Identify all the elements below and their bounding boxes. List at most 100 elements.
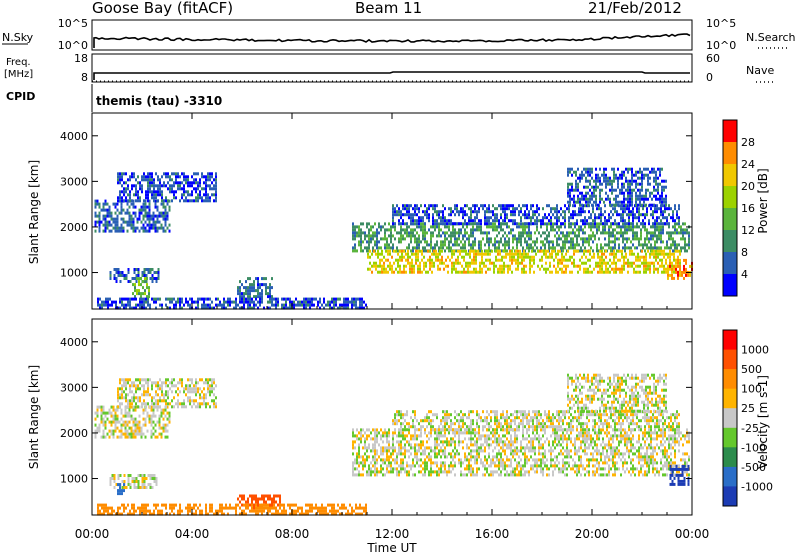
heatmap-cell	[162, 417, 165, 421]
heatmap-cell	[329, 306, 331, 310]
heatmap-cell	[574, 246, 576, 250]
heatmap-cell	[193, 187, 195, 191]
heatmap-cell	[148, 208, 151, 212]
heatmap-cell	[617, 249, 619, 253]
heatmap-cell	[277, 503, 279, 507]
heatmap-cell	[247, 295, 249, 299]
heatmap-cell	[595, 200, 597, 204]
heatmap-cell	[455, 270, 457, 274]
heatmap-cell	[247, 500, 249, 504]
heatmap-cell	[600, 243, 602, 247]
heatmap-cell	[471, 249, 473, 253]
heatmap-cell	[573, 170, 575, 174]
heatmap-cell	[351, 297, 353, 301]
velocity-panel	[91, 318, 693, 516]
heatmap-cell	[158, 423, 161, 427]
heatmap-cell	[545, 270, 547, 274]
heatmap-cell	[100, 408, 103, 412]
heatmap-cell	[125, 297, 127, 301]
heatmap-cell	[432, 213, 434, 217]
heatmap-cell	[358, 470, 360, 474]
heatmap-cell	[263, 509, 265, 513]
heatmap-cell	[197, 172, 199, 176]
heatmap-cell	[387, 264, 389, 268]
heatmap-cell	[129, 199, 131, 203]
heatmap-cell	[652, 246, 654, 250]
heatmap-cell	[157, 184, 159, 188]
heatmap-cell	[134, 417, 137, 421]
heatmap-cell	[133, 184, 135, 188]
heatmap-cell	[544, 222, 546, 226]
heatmap-cell	[410, 213, 412, 217]
heatmap-cell	[381, 258, 383, 262]
heatmap-cell	[568, 210, 570, 214]
heatmap-cell	[171, 399, 173, 403]
heatmap-cell	[661, 167, 663, 171]
heatmap-cell	[576, 228, 578, 232]
heatmap-cell	[173, 181, 175, 185]
heatmap-cell	[558, 219, 560, 223]
heatmap-cell	[481, 249, 483, 253]
heatmap-cell	[663, 188, 665, 192]
heatmap-cell	[131, 306, 133, 310]
heatmap-cell	[488, 216, 490, 220]
heatmap-cell	[398, 434, 400, 438]
heatmap-cell	[522, 213, 524, 217]
heatmap-cell	[610, 249, 612, 253]
heatmap-cell	[107, 297, 109, 301]
heatmap-cell	[577, 249, 579, 253]
heatmap-cell	[125, 393, 127, 397]
heatmap-cell	[648, 219, 650, 223]
heatmap-cell	[448, 234, 450, 238]
heatmap-cell	[307, 300, 309, 304]
heatmap-cell	[453, 252, 455, 256]
heatmap-cell	[313, 506, 315, 510]
heatmap-cell	[187, 390, 189, 394]
heatmap-cell	[154, 223, 157, 227]
heatmap-cell	[269, 283, 271, 287]
heatmap-cell	[147, 268, 150, 271]
heatmap-cell	[455, 261, 457, 265]
heatmap-cell	[153, 181, 155, 185]
heatmap-cell	[660, 246, 662, 250]
heatmap-cell	[604, 228, 606, 232]
heatmap-cell	[237, 289, 239, 293]
heatmap-cell	[307, 303, 309, 307]
heatmap-cell	[502, 222, 504, 226]
heatmap-cell	[237, 497, 239, 501]
heatmap-cell	[567, 167, 569, 171]
heatmap-cell	[142, 214, 145, 218]
freq-trace	[93, 71, 690, 80]
heatmap-cell	[596, 243, 598, 247]
heatmap-cell	[251, 497, 253, 501]
heatmap-cell	[580, 225, 582, 229]
heatmap-cell	[164, 217, 167, 221]
heatmap-cell	[649, 176, 651, 180]
heatmap-cell	[136, 289, 138, 293]
heatmap-cell	[101, 306, 103, 310]
heatmap-cell	[435, 249, 437, 253]
heatmap-cell	[122, 432, 125, 436]
heatmap-cell	[396, 461, 398, 465]
heatmap-cell	[269, 306, 271, 310]
heatmap-cell	[677, 261, 679, 265]
heatmap-cell	[261, 297, 263, 301]
heatmap-cell	[117, 178, 119, 182]
heatmap-cell	[425, 270, 427, 274]
heatmap-cell	[453, 264, 455, 268]
heatmap-cell	[245, 506, 247, 510]
heatmap-cell	[162, 211, 165, 215]
heatmap-cell	[329, 303, 331, 307]
heatmap-cell	[561, 261, 563, 265]
heatmap-cell	[153, 199, 155, 203]
heatmap-cell	[106, 214, 109, 218]
heatmap-cell	[275, 509, 277, 513]
heatmap-cell	[531, 255, 533, 259]
heatmap-cell	[133, 509, 135, 513]
heatmap-cell	[662, 228, 664, 232]
heatmap-cell	[151, 175, 153, 179]
heatmap-cell	[297, 506, 299, 510]
heatmap-cell	[121, 274, 124, 277]
heatmap-cell	[513, 258, 515, 262]
heatmap-cell	[450, 240, 452, 244]
